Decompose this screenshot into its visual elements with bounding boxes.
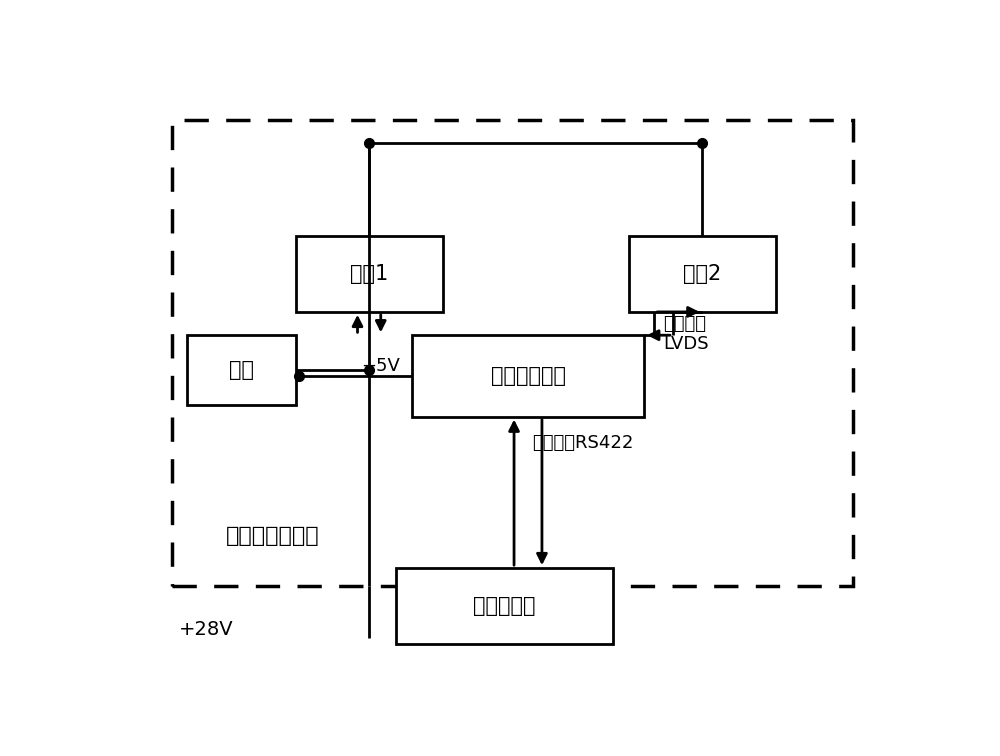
- Bar: [396, 568, 613, 644]
- Bar: [187, 335, 296, 405]
- Text: LVDS: LVDS: [664, 335, 709, 353]
- Text: 探夶1: 探夶1: [350, 264, 388, 284]
- Bar: [629, 236, 776, 312]
- Text: +5V: +5V: [361, 357, 400, 375]
- Text: 三轴姿态RS422: 三轴姿态RS422: [532, 434, 633, 452]
- Text: 双探头星敏感器: 双探头星敏感器: [226, 526, 319, 546]
- Text: +28V: +28V: [179, 620, 234, 639]
- Text: 探夶2: 探夶2: [683, 264, 722, 284]
- Text: 星像坐标: 星像坐标: [664, 314, 707, 333]
- Text: 电源: 电源: [229, 360, 254, 380]
- Bar: [296, 236, 443, 312]
- Bar: [412, 335, 644, 417]
- Text: 数据处理模块: 数据处理模块: [490, 366, 566, 386]
- Bar: [172, 120, 853, 585]
- Text: 导航计算机: 导航计算机: [474, 596, 536, 616]
